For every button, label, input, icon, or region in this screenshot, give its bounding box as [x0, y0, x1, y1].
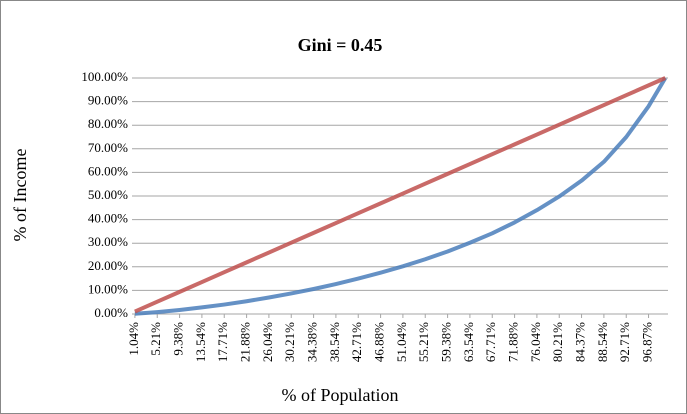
x-tick-label: 5.21% [148, 322, 163, 356]
x-tick-label: 42.71% [349, 322, 364, 362]
x-axis-label: % of Population [282, 385, 399, 405]
chart-title: Gini = 0.45 [298, 35, 383, 55]
x-tick-label: 21.88% [238, 322, 253, 362]
x-tick-label: 92.71% [617, 322, 632, 362]
x-tick-label: 63.54% [461, 322, 476, 362]
y-tick-label: 30.00% [88, 234, 128, 249]
x-tick-label: 67.71% [483, 322, 498, 362]
y-tick-label: 50.00% [88, 187, 128, 202]
x-tick-label: 17.71% [215, 322, 230, 362]
y-axis-label: % of Income [10, 149, 30, 242]
y-tick-label: 20.00% [88, 258, 128, 273]
x-tick-label: 88.54% [595, 322, 610, 362]
series-line [134, 76, 667, 314]
x-tick-label: 34.38% [305, 322, 320, 362]
x-tick-label: 59.38% [439, 322, 454, 362]
y-tick-label: 0.00% [94, 305, 128, 320]
x-tick-label: 84.37% [573, 322, 588, 362]
x-tick-label: 96.87% [640, 322, 655, 362]
y-tick-label: 100.00% [81, 69, 128, 84]
x-tick-label: 9.38% [171, 322, 186, 356]
y-tick-label: 70.00% [88, 140, 128, 155]
x-tick-label: 1.04% [126, 322, 141, 356]
x-tick-label: 51.04% [394, 322, 409, 362]
x-tick-label: 38.54% [327, 322, 342, 362]
x-tick-label: 76.04% [528, 322, 543, 362]
x-tick-label: 71.88% [506, 322, 521, 362]
y-tick-label: 40.00% [88, 211, 128, 226]
y-tick-label: 80.00% [88, 116, 128, 131]
x-tick-label: 26.04% [260, 322, 275, 362]
x-tick-label: 13.54% [193, 322, 208, 362]
y-tick-label: 90.00% [88, 93, 128, 108]
series-line [134, 76, 668, 316]
y-tick-label: 10.00% [88, 281, 128, 296]
x-tick-label: 30.21% [282, 322, 297, 362]
y-tick-label: 60.00% [88, 163, 128, 178]
x-tick-label: 55.21% [416, 322, 431, 362]
x-tick-label: 46.88% [372, 322, 387, 362]
x-tick-label: 80.21% [550, 322, 565, 362]
